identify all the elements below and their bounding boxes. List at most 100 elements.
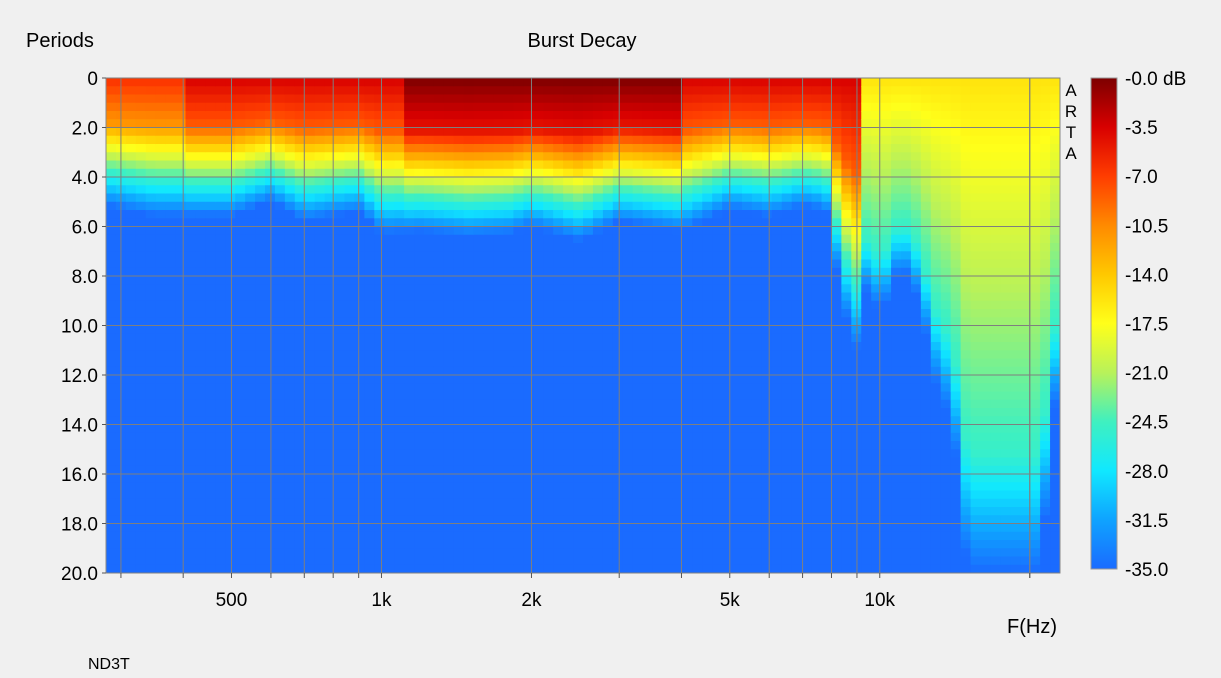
heatmap-cell [304, 391, 316, 401]
heatmap-cell [443, 111, 455, 120]
heatmap-cell [384, 259, 395, 269]
heatmap-cell [463, 201, 475, 211]
heatmap-cell [672, 441, 683, 450]
heatmap-cell [453, 251, 465, 261]
heatmap-cell [732, 309, 743, 318]
heatmap-cell [632, 78, 644, 87]
heatmap-cell [771, 465, 783, 475]
heatmap-cell [682, 540, 693, 549]
heatmap-cell [801, 490, 813, 500]
heatmap-cell [155, 564, 167, 573]
heatmap-cell [493, 441, 505, 450]
heatmap-cell [742, 119, 753, 129]
heatmap-cell [881, 564, 892, 573]
heatmap-cell [751, 102, 763, 112]
heatmap-cell [702, 135, 713, 145]
heatmap-cell [891, 168, 902, 178]
heatmap-cell [553, 531, 564, 541]
heatmap-cell [722, 102, 733, 112]
heatmap-cell [791, 234, 803, 244]
heatmap-cell [622, 292, 634, 302]
heatmap-cell [553, 201, 564, 211]
heatmap-cell [801, 465, 813, 475]
heatmap-cell [781, 465, 793, 475]
heatmap-cell [612, 432, 624, 442]
heatmap-cell [384, 243, 395, 252]
heatmap-cell [205, 342, 216, 351]
heatmap-cell [364, 482, 375, 492]
heatmap-cell [493, 309, 505, 318]
heatmap-cell [453, 424, 465, 434]
heatmap-cell [642, 317, 654, 327]
heatmap-cell [384, 408, 395, 417]
heatmap-cell [622, 276, 634, 285]
heatmap-cell [424, 300, 435, 310]
heatmap-cell [125, 234, 137, 244]
heatmap-cell [205, 135, 216, 145]
heatmap-cell [453, 350, 465, 360]
heatmap-cell [791, 259, 803, 269]
heatmap-cell [255, 424, 266, 434]
heatmap-cell [553, 350, 564, 360]
heatmap-cell [533, 144, 544, 153]
heatmap-cell [891, 465, 902, 475]
heatmap-cell [861, 284, 872, 294]
heatmap-cell [841, 531, 852, 541]
heatmap-cell [304, 523, 316, 533]
heatmap-cell [483, 498, 495, 508]
heatmap-cell [612, 86, 624, 96]
heatmap-cell [692, 432, 703, 442]
heatmap-cell [463, 309, 475, 318]
heatmap-cell [891, 350, 902, 360]
heatmap-cell [414, 259, 425, 269]
heatmap-cell [106, 490, 117, 500]
heatmap-cell [781, 482, 793, 492]
heatmap-cell [523, 342, 534, 351]
heatmap-cell [821, 135, 833, 145]
heatmap-cell [185, 201, 197, 211]
heatmap-cell [284, 342, 296, 351]
heatmap-cell [881, 102, 892, 112]
heatmap-cell [751, 276, 763, 285]
heatmap-cell [284, 86, 296, 96]
heatmap-cell [622, 127, 634, 137]
heatmap-cell [672, 366, 683, 376]
heatmap-cell [195, 102, 206, 112]
heatmap-cell [702, 185, 713, 195]
heatmap-cell [672, 144, 683, 153]
heatmap-cell [493, 152, 505, 162]
heatmap-cell [245, 383, 256, 393]
heatmap-cell [742, 383, 753, 393]
heatmap-cell [791, 564, 803, 573]
heatmap-cell [543, 325, 554, 335]
heatmap-cell [602, 432, 614, 442]
heatmap-cell [483, 333, 495, 343]
heatmap-cell [910, 507, 922, 516]
heatmap-cell [871, 234, 882, 244]
heatmap-cell [135, 465, 147, 475]
heatmap-cell [871, 457, 882, 467]
heatmap-cell [513, 416, 524, 426]
heatmap-cell [304, 185, 316, 195]
heatmap-cell [920, 350, 932, 360]
heatmap-cell [424, 185, 435, 195]
heatmap-cell [781, 556, 793, 566]
heatmap-cell [652, 152, 664, 162]
heatmap-cell [543, 383, 554, 393]
heatmap-cell [622, 218, 634, 228]
heatmap-cell [453, 325, 465, 335]
heatmap-cell [344, 449, 356, 459]
heatmap-cell [622, 226, 634, 236]
heatmap-cell [871, 350, 882, 360]
heatmap-cell [811, 325, 823, 335]
heatmap-cell [235, 391, 246, 401]
heatmap-cell [135, 366, 147, 376]
heatmap-cell [732, 531, 743, 541]
heatmap-cell [165, 482, 177, 492]
heatmap-cell [543, 86, 554, 96]
heatmap-cell [255, 226, 266, 236]
heatmap-cell [523, 251, 534, 261]
heatmap-cell [563, 234, 574, 244]
heatmap-cell [682, 523, 693, 533]
heatmap-cell [722, 160, 733, 170]
